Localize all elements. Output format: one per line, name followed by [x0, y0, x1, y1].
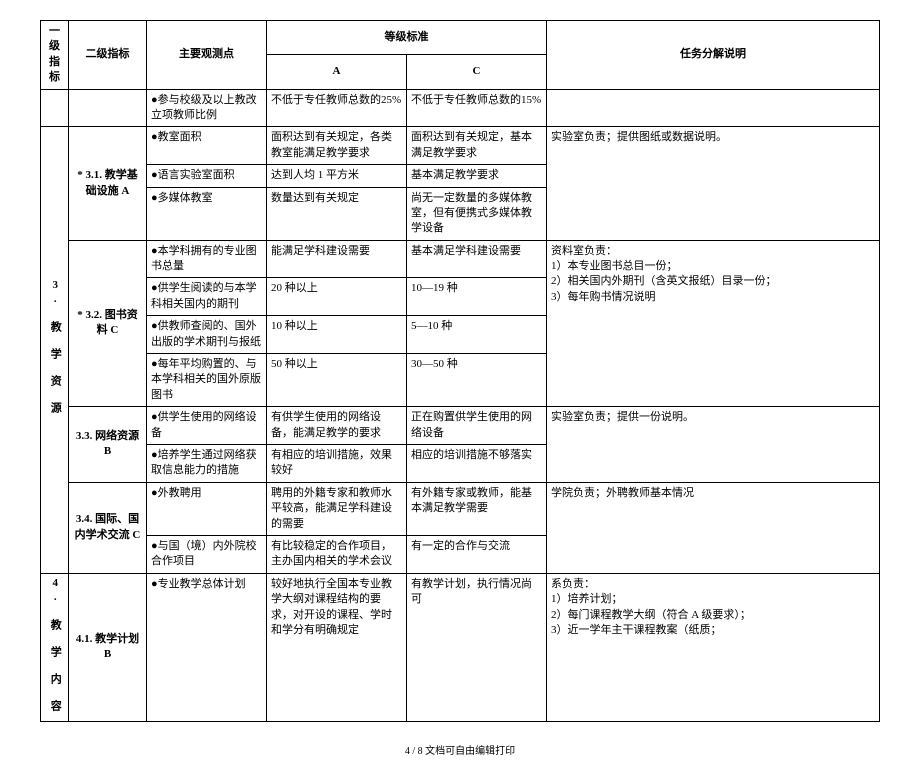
table-row: ●参与校级及以上教改立项教师比例 不低于专任教师总数的25% 不低于专任教师总数…: [41, 89, 880, 127]
cell-c: 有外籍专家或教师，能基本满足教学需要: [407, 482, 547, 535]
l2-31: * 3.1. 教学基础设施 A: [69, 127, 147, 240]
l1-group-4: 4. 教 学 内 容: [41, 573, 69, 721]
header-a: A: [267, 55, 407, 89]
cell-obs: ●本学科拥有的专业图书总量: [147, 240, 267, 278]
header-grade: 等级标准: [267, 21, 547, 55]
cell-a: 聘用的外籍专家和教师水平较高，能满足学科建设的需要: [267, 482, 407, 535]
table-row: 3.3. 网络资源 B ●供学生使用的网络设备 有供学生使用的网络设备，能满足教…: [41, 407, 880, 445]
header-l2: 二级指标: [69, 21, 147, 90]
cell-c: 30—50 种: [407, 354, 547, 407]
cell-task: 实验室负责；提供图纸或数据说明。: [547, 127, 880, 240]
cell-c: 有教学计划，执行情况尚可: [407, 573, 547, 721]
cell-obs: ●培养学生通过网络获取信息能力的措施: [147, 444, 267, 482]
cell-obs: ●供教师查阅的、国外出版的学术期刊与报纸: [147, 316, 267, 354]
cell-a: 20 种以上: [267, 278, 407, 316]
table-row: 4. 教 学 内 容 4.1. 教学计划 B ●专业教学总体计划 较好地执行全国…: [41, 573, 880, 721]
table-row: * 3.2. 图书资料 C ●本学科拥有的专业图书总量 能满足学科建设需要 基本…: [41, 240, 880, 278]
cell-task: 学院负责；外聘教师基本情况: [547, 482, 880, 573]
l2-34: 3.4. 国际、国内学术交流 C: [69, 482, 147, 573]
cell-a: 有比较稳定的合作项目，主办国内相关的学术会议: [267, 535, 407, 573]
cell-task: 资料室负责： 1）本专业图书总目一份； 2）相关国内外期刊（含英文报纸）目录一份…: [547, 240, 880, 407]
page-footer: 4 / 8 文档可自由编辑打印: [40, 742, 880, 757]
cell-obs: ●每年平均购置的、与本学科相关的国外原版图书: [147, 354, 267, 407]
cell-a: 面积达到有关规定，各类教室能满足教学要求: [267, 127, 407, 165]
cell-a: 有相应的培训措施，效果较好: [267, 444, 407, 482]
cell-obs: ●外教聘用: [147, 482, 267, 535]
cell-c: 有一定的合作与交流: [407, 535, 547, 573]
cell-a: 10 种以上: [267, 316, 407, 354]
l2-33: 3.3. 网络资源 B: [69, 407, 147, 483]
cell-c: 不低于专任教师总数的15%: [407, 89, 547, 127]
cell-task: 系负责： 1）培养计划； 2）每门课程教学大纲（符合 A 级要求）； 3）近一学…: [547, 573, 880, 721]
evaluation-table: 一级指标 二级指标 主要观测点 等级标准 任务分解说明 A C ●参与校级及以上…: [40, 20, 880, 722]
cell-c: 基本满足教学要求: [407, 165, 547, 187]
cell-obs: ●与国（境）内外院校合作项目: [147, 535, 267, 573]
cell-c: 基本满足学科建设需要: [407, 240, 547, 278]
cell-a: 数量达到有关规定: [267, 187, 407, 240]
cell-obs: ●参与校级及以上教改立项教师比例: [147, 89, 267, 127]
cell-c: 5—10 种: [407, 316, 547, 354]
cell-a: 不低于专任教师总数的25%: [267, 89, 407, 127]
cell-a: 较好地执行全国本专业教学大纲对课程结构的要求，对开设的课程、学时和学分有明确规定: [267, 573, 407, 721]
cell-c: 正在购置供学生使用的网络设备: [407, 407, 547, 445]
cell-a: 能满足学科建设需要: [267, 240, 407, 278]
cell-c: 10—19 种: [407, 278, 547, 316]
cell-task: 实验室负责；提供一份说明。: [547, 407, 880, 483]
cell-obs: ●多媒体教室: [147, 187, 267, 240]
cell-obs: ●语言实验室面积: [147, 165, 267, 187]
header-obs: 主要观测点: [147, 21, 267, 90]
l2-41: 4.1. 教学计划 B: [69, 573, 147, 721]
l2-32: * 3.2. 图书资料 C: [69, 240, 147, 407]
cell-a: 50 种以上: [267, 354, 407, 407]
table-row: 3.4. 国际、国内学术交流 C ●外教聘用 聘用的外籍专家和教师水平较高，能满…: [41, 482, 880, 535]
cell-c: 尚无一定数量的多媒体教室，但有便携式多媒体教学设备: [407, 187, 547, 240]
cell-a: 达到人均 1 平方米: [267, 165, 407, 187]
cell-obs: ●供学生阅读的与本学科相关国内的期刊: [147, 278, 267, 316]
cell-c: 面积达到有关规定，基本满足教学要求: [407, 127, 547, 165]
cell-obs: ●教室面积: [147, 127, 267, 165]
l1-group-3: 3. 教 学 资 源: [41, 127, 69, 573]
cell-obs: ●供学生使用的网络设备: [147, 407, 267, 445]
header-c: C: [407, 55, 547, 89]
header-task: 任务分解说明: [547, 21, 880, 90]
cell-c: 相应的培训措施不够落实: [407, 444, 547, 482]
cell-a: 有供学生使用的网络设备，能满足教学的要求: [267, 407, 407, 445]
cell-obs: ●专业教学总体计划: [147, 573, 267, 721]
header-l1: 一级指标: [41, 21, 69, 90]
table-row: 3. 教 学 资 源 * 3.1. 教学基础设施 A ●教室面积 面积达到有关规…: [41, 127, 880, 165]
